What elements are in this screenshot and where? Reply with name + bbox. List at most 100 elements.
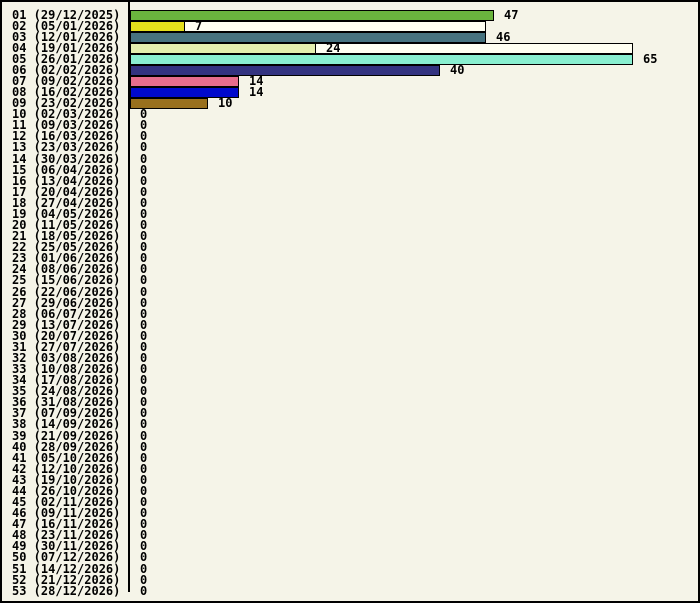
chart-row: 04 (19/01/2026) 24 <box>2 42 698 54</box>
chart-row: 50 (07/12/2026) 0 <box>2 550 698 565</box>
chart-row: 29 (13/07/2026) 0 <box>2 317 698 332</box>
week-label: 45 (02/11/2026) <box>12 495 121 510</box>
value-label: 0 <box>140 262 148 277</box>
value-label: 0 <box>140 506 148 521</box>
week-label: 15 (06/04/2026) <box>12 162 121 177</box>
value-bar <box>130 31 486 43</box>
week-label: 25 (15/06/2026) <box>12 273 121 288</box>
week-label: 12 (16/03/2026) <box>12 129 121 144</box>
week-label: 48 (23/11/2026) <box>12 528 121 543</box>
week-label: 33 (10/08/2026) <box>12 362 121 377</box>
chart-row: 35 (24/08/2026) 0 <box>2 384 698 399</box>
chart-row: 07 (09/02/2026) 14 <box>2 73 698 88</box>
value-label: 0 <box>140 362 148 377</box>
chart-row: 38 (14/09/2026) 0 <box>2 417 698 432</box>
chart-row: 31 (27/07/2026) 0 <box>2 341 698 353</box>
value-label: 0 <box>140 395 148 410</box>
week-label: 14 (30/03/2026) <box>12 151 121 166</box>
value-label: 0 <box>140 384 148 399</box>
value-label: 0 <box>140 450 148 465</box>
chart-row: 06 (02/02/2026) 40 <box>2 62 698 77</box>
value-label: 0 <box>140 151 148 166</box>
value-label: 0 <box>140 129 148 144</box>
chart-row: 45 (02/11/2026) 0 <box>2 495 698 510</box>
week-label: 32 (03/08/2026) <box>12 350 121 365</box>
chart-row: 42 (12/10/2026) 0 <box>2 461 698 476</box>
value-label: 0 <box>140 528 148 543</box>
week-label: 03 (12/01/2026) <box>12 29 121 44</box>
value-bar <box>130 42 316 54</box>
value-label: 0 <box>140 406 148 421</box>
chart-row: 18 (27/04/2026) 0 <box>2 195 698 210</box>
value-label: 0 <box>140 140 148 155</box>
chart-row: 24 (08/06/2026) 0 <box>2 262 698 277</box>
week-label: 51 (14/12/2026) <box>12 561 121 576</box>
value-label: 40 <box>450 62 465 77</box>
week-label: 35 (24/08/2026) <box>12 384 121 399</box>
chart-row: 39 (21/09/2026) 0 <box>2 428 698 443</box>
week-label: 50 (07/12/2026) <box>12 550 121 565</box>
chart-row: 36 (31/08/2026) 0 <box>2 395 698 410</box>
value-label: 0 <box>140 295 148 310</box>
value-label: 0 <box>140 162 148 177</box>
chart-row: 28 (06/07/2026) 0 <box>2 308 698 320</box>
value-label: 0 <box>140 428 148 443</box>
value-bar <box>130 75 239 87</box>
value-label: 0 <box>140 550 148 565</box>
value-label: 0 <box>140 173 148 188</box>
chart-row: 40 (28/09/2026) 0 <box>2 439 698 454</box>
chart-row: 16 (13/04/2026) 0 <box>2 173 698 188</box>
value-label: 65 <box>643 51 658 66</box>
chart-row: 03 (12/01/2026) 46 <box>2 29 698 44</box>
chart-row: 13 (23/03/2026) 0 <box>2 140 698 155</box>
value-label: 47 <box>504 7 519 22</box>
week-label: 05 (26/01/2026) <box>12 51 121 66</box>
week-label: 22 (25/05/2026) <box>12 240 121 255</box>
week-label: 07 (09/02/2026) <box>12 73 121 88</box>
week-label: 42 (12/10/2026) <box>12 461 121 476</box>
week-label: 43 (19/10/2026) <box>12 472 121 487</box>
value-label: 0 <box>140 284 148 299</box>
chart-row: 49 (30/11/2026) 0 <box>2 540 698 552</box>
value-label: 0 <box>140 229 148 244</box>
value-label: 14 <box>249 73 264 88</box>
week-label: 27 (29/06/2026) <box>12 295 121 310</box>
value-bar <box>130 64 440 76</box>
value-label: 0 <box>140 195 148 210</box>
chart-row: 02 (05/01/2026) 7 <box>2 20 698 32</box>
value-label: 0 <box>140 317 148 332</box>
chart-row: 14 (30/03/2026) 0 <box>2 151 698 166</box>
week-label: 39 (21/09/2026) <box>12 428 121 443</box>
chart-row: 21 (18/05/2026) 0 <box>2 229 698 244</box>
week-label: 38 (14/09/2026) <box>12 417 121 432</box>
value-label: 0 <box>140 461 148 476</box>
week-label: 34 (17/08/2026) <box>12 373 121 388</box>
chart-row: 52 (21/12/2026) 0 <box>2 572 698 587</box>
value-label: 0 <box>140 240 148 255</box>
week-label: 21 (18/05/2026) <box>12 229 121 244</box>
week-label: 30 (20/07/2026) <box>12 328 121 343</box>
chart-row: 33 (10/08/2026) 0 <box>2 362 698 377</box>
week-label: 52 (21/12/2026) <box>12 572 121 587</box>
chart-row: 25 (15/06/2026) 0 <box>2 273 698 288</box>
value-label: 0 <box>140 561 148 576</box>
chart-row: 11 (09/03/2026) 0 <box>2 119 698 131</box>
value-label: 0 <box>140 328 148 343</box>
week-label: 06 (02/02/2026) <box>12 62 121 77</box>
chart-row: 17 (20/04/2026) 0 <box>2 184 698 199</box>
week-label: 01 (29/12/2025) <box>12 7 121 22</box>
value-label: 0 <box>140 495 148 510</box>
value-label: 46 <box>496 29 511 44</box>
week-label: 44 (26/10/2026) <box>12 483 121 498</box>
chart-row: 44 (26/10/2026) 0 <box>2 483 698 498</box>
chart-row: 20 (11/05/2026) 0 <box>2 219 698 231</box>
week-label: 17 (20/04/2026) <box>12 184 121 199</box>
value-label: 0 <box>140 583 148 598</box>
value-label: 0 <box>140 206 148 221</box>
value-label: 14 <box>249 85 264 100</box>
chart-row: 34 (17/08/2026) 0 <box>2 373 698 388</box>
value-label: 0 <box>140 572 148 587</box>
value-label: 0 <box>140 439 148 454</box>
value-label: 0 <box>140 472 148 487</box>
